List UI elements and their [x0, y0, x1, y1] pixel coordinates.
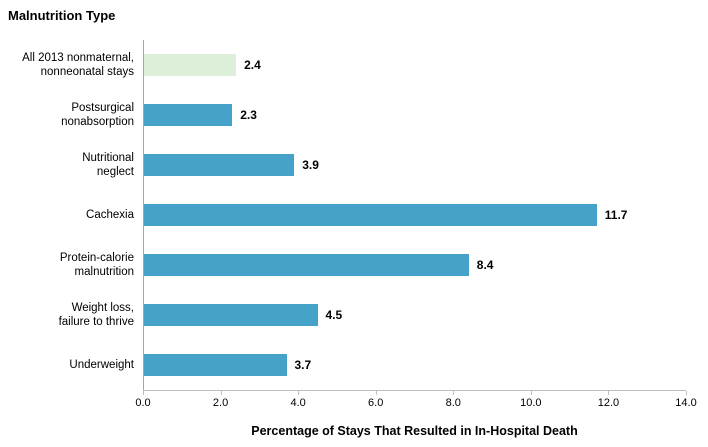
bar-value-label: 2.3 — [240, 108, 257, 122]
plot-area: All 2013 nonmaternal, nonneonatal stays 2… — [0, 40, 708, 391]
x-axis-line — [143, 390, 686, 391]
bar-value-label: 2.4 — [244, 58, 261, 72]
category-label: Underweight — [69, 359, 134, 371]
x-tick-label: 10.0 — [520, 397, 542, 409]
bar — [143, 254, 469, 276]
bar-row: Nutritional neglect 3.9 — [0, 140, 708, 190]
bar-row: Weight loss, failure to thrive 4.5 — [0, 290, 708, 340]
x-tick-mark — [375, 391, 377, 395]
category-label: Protein-calorie malnutrition — [59, 252, 134, 278]
x-tick-label: 4.0 — [290, 397, 306, 409]
category-label: All 2013 nonmaternal, nonneonatal stays — [22, 52, 134, 78]
bar-track: 11.7 — [143, 190, 686, 240]
chart-title: Malnutrition Type — [8, 8, 116, 23]
bar-value-label: 3.9 — [302, 158, 319, 172]
y-axis-line — [143, 40, 144, 391]
x-axis-ticks: 0.0 2.0 4.0 6.0 8.0 10.0 12.0 14.0 — [135, 391, 697, 413]
bar — [143, 204, 597, 226]
x-tick-mark — [298, 391, 300, 395]
bar — [143, 54, 237, 76]
bar-row: Underweight 3.7 — [0, 340, 708, 390]
bar-row: All 2013 nonmaternal, nonneonatal stays 2… — [0, 40, 708, 90]
bar-value-label: 3.7 — [294, 358, 312, 372]
bar-track: 2.3 — [143, 90, 686, 140]
category-label: Nutritional neglect — [82, 152, 134, 178]
bar-track: 8.4 — [143, 240, 686, 290]
category-label: Weight loss, failure to thrive — [58, 302, 134, 328]
category-label: Cachexia — [86, 209, 134, 221]
x-tick-label: 6.0 — [368, 397, 384, 409]
x-axis-title: Percentage of Stays That Resulted in In-… — [251, 424, 578, 438]
x-tick-label: 8.0 — [445, 397, 461, 409]
bar-track: 2.4 — [143, 40, 686, 90]
bar — [143, 154, 295, 176]
bar-rows: All 2013 nonmaternal, nonneonatal stays 2… — [0, 40, 708, 390]
bar-track: 3.9 — [143, 140, 686, 190]
bar-row: Postsurgical nonabsorption 2.3 — [0, 90, 708, 140]
x-tick-mark — [453, 391, 455, 395]
x-tick-mark — [608, 391, 610, 395]
bar-track: 4.5 — [143, 290, 686, 340]
bar-value-label: 4.5 — [325, 308, 343, 322]
bar — [143, 104, 233, 126]
bar-track: 3.7 — [143, 340, 686, 390]
bar — [143, 354, 287, 376]
bar-value-label: 8.4 — [476, 258, 494, 272]
x-tick-label: 14.0 — [675, 397, 697, 409]
x-tick-label: 0.0 — [135, 397, 151, 409]
x-tick-mark — [686, 391, 687, 395]
bar-row: Cachexia 11.7 — [0, 190, 708, 240]
bar — [143, 304, 318, 326]
category-label: Postsurgical nonabsorption — [61, 102, 134, 128]
x-tick-mark — [143, 391, 144, 395]
x-tick-mark — [530, 391, 532, 395]
bar-value-label: 11.7 — [604, 208, 628, 222]
x-tick-mark — [220, 391, 222, 395]
x-tick-label: 2.0 — [212, 397, 229, 409]
bar-row: Protein-calorie malnutrition 8.4 — [0, 240, 708, 290]
x-tick-label: 12.0 — [597, 397, 620, 409]
